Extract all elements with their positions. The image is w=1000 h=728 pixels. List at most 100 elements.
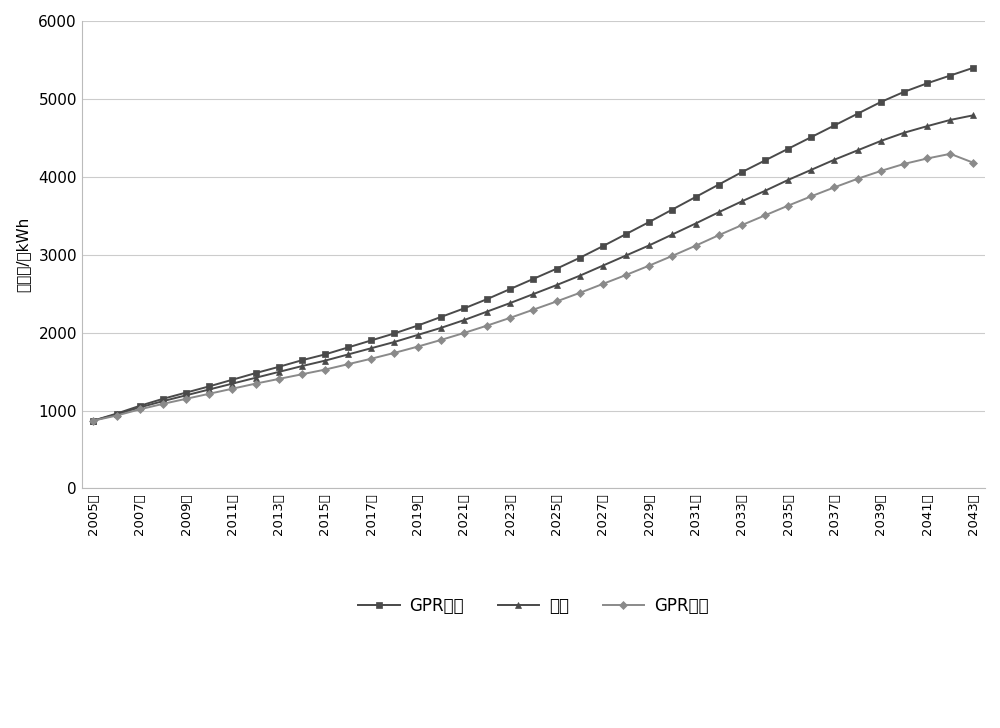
Line: 中值: 中值 (90, 112, 977, 424)
GPR上界 (574, 253, 586, 262)
中值 (458, 316, 470, 325)
GPR上界 (250, 369, 262, 378)
GPR下界 (412, 342, 424, 351)
中值 (597, 261, 609, 270)
中值 (226, 379, 238, 388)
GPR下界 (620, 271, 632, 280)
中值 (435, 323, 447, 332)
中值 (782, 175, 794, 184)
中值 (921, 122, 933, 130)
GPR上界 (828, 121, 840, 130)
中值 (690, 219, 702, 228)
GPR上界 (203, 382, 215, 391)
GPR上界 (643, 218, 655, 226)
GPR下界 (250, 379, 262, 388)
GPR上界 (759, 156, 771, 165)
Line: GPR下界: GPR下界 (91, 151, 976, 424)
GPR下界 (921, 154, 933, 163)
GPR下界 (690, 242, 702, 250)
GPR上界 (458, 304, 470, 313)
GPR下界 (481, 321, 493, 330)
中值 (87, 416, 99, 425)
中值 (620, 251, 632, 260)
GPR上界 (481, 295, 493, 304)
中值 (898, 128, 910, 137)
GPR下界 (805, 192, 817, 201)
GPR上界 (620, 230, 632, 239)
GPR下界 (504, 314, 516, 323)
GPR下界 (782, 201, 794, 210)
GPR上界 (365, 336, 377, 345)
GPR上界 (226, 376, 238, 384)
中值 (643, 241, 655, 250)
GPR上界 (180, 388, 192, 397)
Legend: GPR上界, 中值, GPR下界: GPR上界, 中值, GPR下界 (351, 590, 716, 622)
GPR上界 (111, 409, 123, 418)
中值 (574, 272, 586, 280)
GPR上界 (342, 343, 354, 352)
GPR上界 (527, 274, 539, 283)
GPR上界 (921, 79, 933, 87)
GPR下界 (759, 211, 771, 220)
GPR下界 (319, 365, 331, 374)
GPR上界 (597, 242, 609, 250)
GPR上界 (666, 205, 678, 214)
GPR下界 (157, 400, 169, 408)
GPR下界 (967, 159, 979, 167)
中值 (805, 165, 817, 174)
中值 (944, 116, 956, 124)
中值 (481, 307, 493, 316)
GPR上界 (157, 395, 169, 403)
中值 (828, 155, 840, 164)
中值 (180, 391, 192, 400)
GPR上界 (898, 87, 910, 96)
中值 (296, 362, 308, 371)
GPR下界 (296, 370, 308, 379)
GPR下界 (736, 221, 748, 229)
GPR下界 (828, 183, 840, 191)
GPR上界 (944, 71, 956, 80)
GPR下界 (597, 280, 609, 288)
GPR上界 (412, 321, 424, 330)
GPR下界 (111, 411, 123, 420)
中值 (342, 350, 354, 359)
中值 (388, 338, 400, 347)
GPR上界 (805, 132, 817, 141)
GPR上界 (87, 416, 99, 425)
GPR下界 (551, 297, 563, 306)
中值 (134, 403, 146, 412)
GPR下界 (226, 384, 238, 393)
GPR上界 (713, 181, 725, 189)
GPR下界 (180, 395, 192, 403)
中值 (157, 397, 169, 405)
中值 (527, 290, 539, 298)
中值 (504, 298, 516, 307)
GPR下界 (713, 231, 725, 240)
中值 (111, 410, 123, 419)
GPR下界 (342, 360, 354, 368)
中值 (250, 373, 262, 382)
中值 (713, 208, 725, 217)
GPR下界 (203, 389, 215, 398)
GPR上界 (551, 264, 563, 273)
GPR下界 (643, 261, 655, 270)
中值 (967, 111, 979, 119)
GPR上界 (504, 285, 516, 293)
GPR上界 (319, 350, 331, 359)
GPR下界 (852, 175, 864, 183)
中值 (273, 368, 285, 376)
中值 (551, 281, 563, 290)
GPR上界 (736, 167, 748, 176)
GPR下界 (527, 305, 539, 314)
GPR上界 (296, 356, 308, 365)
中值 (203, 385, 215, 394)
GPR下界 (273, 375, 285, 384)
GPR下界 (898, 159, 910, 168)
Line: GPR上界: GPR上界 (90, 64, 977, 424)
GPR下界 (574, 288, 586, 297)
GPR上界 (690, 193, 702, 202)
GPR下界 (87, 416, 99, 425)
中值 (759, 186, 771, 195)
中值 (852, 146, 864, 154)
中值 (736, 197, 748, 206)
